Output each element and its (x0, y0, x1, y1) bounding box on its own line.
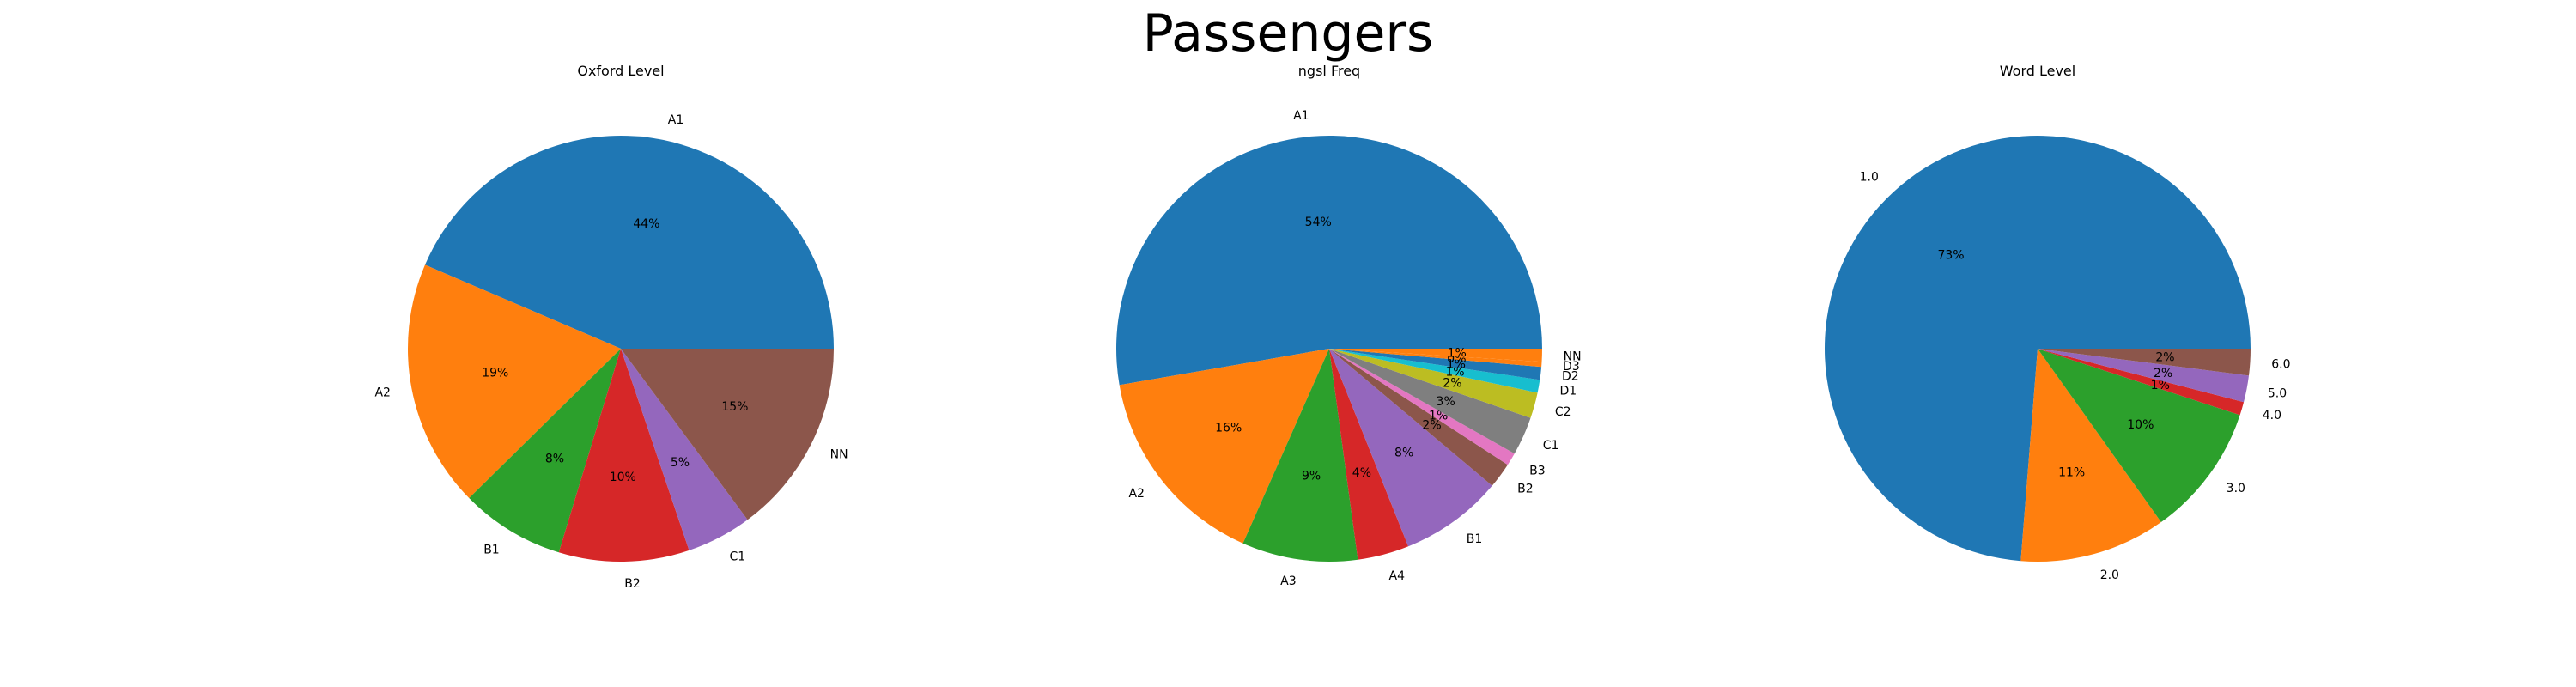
pie-label-5-0: 5.0 (2268, 387, 2287, 401)
pie-title: Oxford Level (577, 63, 664, 79)
pie-pct-b2: 10% (610, 471, 636, 484)
pie-chart-ngsl-freq: ngsl Freq A1 54% A2 16% A3 9% A4 4% B1 8% B2 2% B3 1% C… (1116, 63, 1582, 588)
pie-slice-5-0 (2038, 349, 2249, 403)
pie-pct-5-0: 2% (2154, 367, 2172, 380)
pie-label-c1: C1 (1543, 439, 1559, 453)
pie-slice-a3 (1242, 349, 1358, 562)
pie-label-a1: A1 (668, 113, 683, 127)
pie-slice-1-0 (1825, 135, 2251, 562)
pie-pct-c1: 3% (1437, 395, 1455, 409)
pie-pct-a2: 16% (1215, 422, 1242, 435)
pie-label-2-0: 2.0 (2100, 568, 2119, 582)
pie-label-b2: B2 (1517, 483, 1534, 496)
pie-pct-b1: 8% (1394, 447, 1413, 460)
pie-pct-2-0: 11% (2058, 465, 2085, 479)
pie-slice-b3 (1329, 349, 1515, 465)
pie-slice-d3 (1329, 349, 1542, 368)
pie-label-c1: C1 (729, 550, 745, 564)
pie-slice-a1 (1116, 136, 1542, 386)
pie-slice-a2 (408, 264, 621, 498)
pie-label-nn: NN (1564, 350, 1582, 363)
pie-pct-a1: 54% (1305, 216, 1332, 229)
pie-label-6-0: 6.0 (2271, 357, 2290, 371)
pie-slice-c2 (1329, 349, 1538, 418)
pie-pct-nn: 15% (721, 400, 748, 414)
pie-label-d3: D3 (1563, 360, 1580, 374)
pie-pct-b2: 2% (1422, 419, 1441, 433)
pie-pct-nn: 1% (1448, 347, 1467, 361)
pie-slice-b1 (1329, 349, 1492, 547)
pie-slice-d1 (1329, 349, 1540, 393)
pie-label-nn: NN (830, 448, 848, 462)
pie-chart-oxford-level: Oxford Level A1 44% A2 19% B1 8% B2 10% C1 5% NN 15% (374, 63, 848, 591)
pie-label-b3: B3 (1529, 465, 1546, 478)
pie-slice-d2 (1329, 349, 1542, 380)
pie-pct-a4: 4% (1352, 466, 1371, 480)
pie-pct-1-0: 73% (1937, 249, 1964, 263)
pie-pct-3-0: 10% (2127, 418, 2154, 432)
pie-pct-c1: 5% (671, 456, 690, 470)
pie-pct-a3: 9% (1302, 469, 1321, 483)
pie-pct-d2: 1% (1447, 357, 1466, 371)
pie-pct-6-0: 2% (2155, 350, 2174, 364)
pie-slice-a2 (1119, 349, 1329, 544)
pie-pct-4-0: 1% (2151, 379, 2170, 392)
pie-label-a2: A2 (1128, 487, 1144, 501)
pie-slice-c1 (621, 349, 748, 550)
pie-pct-b1: 8% (545, 452, 564, 465)
pie-slice-a1 (425, 136, 834, 349)
pie-slice-2-0 (2020, 349, 2161, 562)
pie-label-3-0: 3.0 (2227, 482, 2245, 495)
pie-pct-a2: 19% (482, 367, 508, 380)
pie-pct-c2: 2% (1443, 377, 1461, 391)
pie-label-a3: A3 (1280, 575, 1296, 588)
pie-label-d2: D2 (1562, 370, 1579, 384)
pie-label-1-0: 1.0 (1860, 171, 1879, 185)
pie-label-4-0: 4.0 (2263, 409, 2281, 423)
pie-pct-a1: 44% (633, 217, 659, 231)
pie-slice-3-0 (2038, 349, 2240, 523)
pie-label-b1: B1 (483, 543, 500, 556)
pie-chart-word-level: Word Level 1.0 73% 2.0 11% 3.0 10% 4.0 1% 5.0 2% 6.… (1825, 63, 2291, 582)
pie-slice-4-0 (2038, 349, 2245, 416)
pie-label-b1: B1 (1467, 532, 1483, 546)
pie-slice-b2 (1329, 349, 1508, 486)
pie-slice-nn (621, 349, 834, 520)
pie-label-a4: A4 (1389, 569, 1406, 583)
pie-slice-c1 (1329, 349, 1531, 454)
pie-title: Word Level (2000, 63, 2075, 79)
pie-pct-d1: 1% (1445, 365, 1464, 379)
pie-slice-a4 (1329, 349, 1409, 560)
figure-title: Passengers (1142, 3, 1434, 64)
pie-slice-6-0 (2038, 349, 2251, 376)
pie-label-b2: B2 (624, 577, 641, 591)
pie-slice-b1 (469, 349, 621, 553)
pie-label-a1: A1 (1293, 109, 1309, 123)
pie-slice-nn (1329, 349, 1542, 362)
pie-title: ngsl Freq (1298, 63, 1360, 79)
pie-slice-b2 (558, 349, 690, 562)
pie-label-d1: D1 (1559, 384, 1577, 398)
pie-label-a2: A2 (374, 386, 390, 400)
pie-label-c2: C2 (1555, 405, 1571, 419)
